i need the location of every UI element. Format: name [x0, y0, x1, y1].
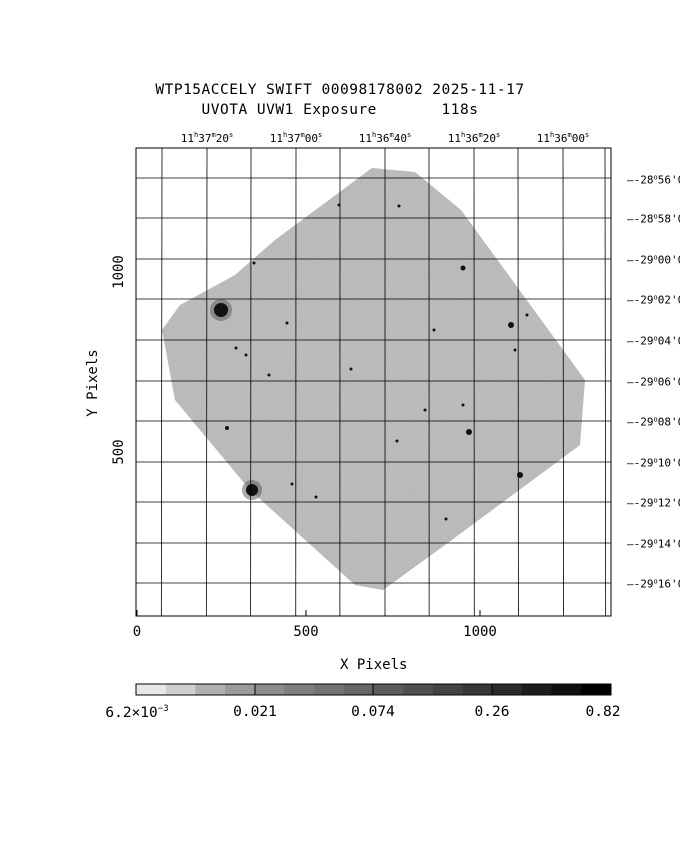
star: [246, 484, 258, 496]
colorbar-segment: [462, 684, 493, 695]
dec-label: –-28o58'0: [627, 212, 680, 226]
star: [432, 328, 436, 332]
coordinate-grid: [136, 147, 611, 617]
ra-label: 11h37m00s: [269, 131, 323, 145]
colorbar-segment: [343, 684, 374, 695]
star: [314, 495, 318, 499]
star: [395, 439, 399, 443]
star: [508, 322, 514, 328]
y-axis-title: Y Pixels: [85, 349, 101, 417]
y-tick-label: 500: [111, 439, 127, 465]
colorbar-segment: [165, 684, 196, 695]
colorbar-label: 0.021: [233, 704, 277, 720]
ra-grid-line: [604, 147, 607, 617]
dec-label: –-29o08'0: [627, 415, 680, 429]
dec-label: –-29o14'0: [627, 537, 680, 551]
ra-label: 11h37m20s: [180, 131, 234, 145]
x-tick-label: 1000: [463, 624, 497, 640]
colorbar-segment: [581, 684, 612, 695]
colorbar-label: 0.26: [474, 704, 510, 720]
x-axis-title: X Pixels: [340, 657, 408, 673]
colorbar-segment: [136, 684, 167, 695]
colorbar-label: 0.074: [351, 704, 395, 720]
star: [252, 261, 256, 265]
dec-label: –-29o10'0: [627, 456, 680, 470]
image-subtitle: UVOTA UVW1 Exposure 118s: [201, 102, 479, 118]
colorbar: [135, 683, 612, 696]
star: [225, 426, 229, 430]
x-axis-ticks: [136, 610, 481, 616]
dec-label: –-29o04'0: [627, 334, 680, 348]
colorbar-segment: [373, 684, 404, 695]
colorbar-segment: [403, 684, 434, 695]
colorbar-segment: [225, 684, 256, 695]
plot-frame: [135, 147, 612, 617]
star: [513, 348, 517, 352]
dec-label: –-29o16'0: [627, 577, 680, 591]
image-title: WTP15ACCELY SWIFT 00098178002 2025-11-17: [155, 82, 525, 98]
dec-label: –-29o02'0: [627, 293, 680, 307]
star: [244, 353, 248, 357]
star: [285, 321, 289, 325]
colorbar-segment: [254, 684, 285, 695]
star: [214, 303, 228, 317]
dec-label: –-28o56'0: [627, 173, 680, 187]
dec-label: –-29o12'0: [627, 496, 680, 510]
colorbar-segment: [432, 684, 464, 695]
colorbar-label: 0.82: [585, 704, 621, 720]
dec-label: –-29o06'0: [627, 375, 680, 389]
ra-label: 11h36m20s: [447, 131, 501, 145]
colorbar-segment: [284, 684, 315, 695]
ra-label: 11h36m40s: [358, 131, 412, 145]
star: [466, 429, 472, 435]
colorbar-segment: [195, 684, 226, 695]
colorbar-label: 6.2×10−3: [105, 704, 169, 721]
colorbar-segment: [314, 684, 345, 695]
x-tick-label: 500: [293, 624, 319, 640]
x-tick-label: 0: [132, 624, 142, 640]
ra-grid-line: [160, 147, 163, 617]
colorbar-segment: [521, 684, 553, 695]
star: [397, 204, 401, 208]
star: [460, 265, 466, 271]
ra-grid-line: [206, 147, 208, 617]
star: [525, 313, 529, 317]
star: [349, 367, 353, 371]
colorbar-segment: [551, 684, 582, 695]
colorbar-segment: [492, 684, 523, 695]
star: [267, 373, 271, 377]
dec-label: –-29o00'0: [627, 253, 680, 267]
ra-label: 11h36m00s: [536, 131, 590, 145]
star: [423, 408, 427, 412]
star: [234, 346, 238, 350]
star: [444, 517, 448, 521]
ra-grid-line: [562, 147, 564, 617]
star: [461, 403, 465, 407]
y-tick-label: 1000: [111, 255, 127, 289]
star: [290, 482, 294, 486]
